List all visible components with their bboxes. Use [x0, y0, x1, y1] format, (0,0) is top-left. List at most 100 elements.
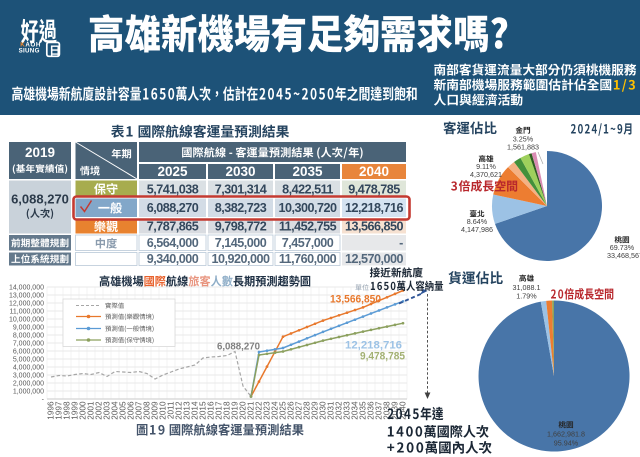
- svg-text:2032: 2032: [334, 401, 343, 420]
- svg-text:9.11%: 9.11%: [476, 162, 496, 171]
- svg-text:2035: 2035: [358, 401, 367, 420]
- svg-text:4,000,000: 4,000,000: [13, 364, 44, 371]
- svg-text:9,798,772: 9,798,772: [215, 220, 267, 234]
- svg-text:1,662,981.8: 1,662,981.8: [547, 430, 585, 439]
- svg-text:2006: 2006: [126, 401, 135, 420]
- svg-text:2031: 2031: [326, 401, 335, 420]
- svg-text:2019: 2019: [230, 401, 239, 420]
- svg-text:8,422,511: 8,422,511: [282, 182, 333, 196]
- svg-text:2019: 2019: [25, 145, 55, 160]
- svg-text:33,468,567: 33,468,567: [607, 251, 640, 260]
- svg-text:6,088,270: 6,088,270: [147, 201, 199, 215]
- svg-text:95.94%: 95.94%: [554, 439, 579, 448]
- svg-text:7,457,000: 7,457,000: [282, 236, 334, 250]
- svg-text:2,000,000: 2,000,000: [13, 380, 44, 387]
- svg-text:2039: 2039: [390, 401, 399, 420]
- svg-text:2036: 2036: [366, 401, 375, 420]
- svg-text:9,000,000: 9,000,000: [13, 324, 44, 331]
- svg-text:1,000,000: 1,000,000: [13, 388, 44, 395]
- svg-text:2014: 2014: [190, 401, 199, 420]
- svg-text:2028: 2028: [302, 401, 311, 420]
- svg-text:2026: 2026: [286, 401, 295, 420]
- svg-text:7,000,000: 7,000,000: [13, 340, 44, 347]
- svg-text:1996: 1996: [46, 401, 55, 420]
- svg-text:11,452,755: 11,452,755: [279, 220, 337, 234]
- svg-text:13,566,850: 13,566,850: [330, 294, 381, 306]
- svg-text:2021: 2021: [246, 401, 255, 420]
- svg-text:SIUNG: SIUNG: [19, 48, 40, 55]
- svg-text:6,088,270: 6,088,270: [11, 192, 69, 207]
- svg-text:2002: 2002: [94, 401, 103, 420]
- svg-text:9,478,785: 9,478,785: [360, 351, 405, 363]
- svg-text:2040: 2040: [398, 401, 407, 420]
- svg-text:2000: 2000: [78, 401, 87, 420]
- svg-text:7,301,314: 7,301,314: [215, 182, 267, 196]
- svg-text:6,564,000: 6,564,000: [147, 236, 199, 250]
- svg-text:13,566,850: 13,566,850: [345, 220, 404, 234]
- svg-text:2010: 2010: [158, 401, 167, 420]
- svg-text:2012: 2012: [174, 401, 183, 420]
- svg-text:12,218,716: 12,218,716: [345, 201, 404, 215]
- svg-text:10,300,720: 10,300,720: [278, 201, 337, 215]
- svg-text:2004: 2004: [110, 401, 119, 420]
- svg-text:-: -: [399, 236, 403, 250]
- svg-text:2030: 2030: [318, 401, 327, 420]
- svg-text:1997: 1997: [54, 401, 63, 420]
- svg-text:2025: 2025: [157, 164, 188, 179]
- svg-text:-: -: [42, 396, 45, 403]
- svg-text:2022: 2022: [254, 401, 263, 420]
- svg-text:2015: 2015: [198, 401, 207, 420]
- svg-text:8,382,723: 8,382,723: [215, 201, 267, 215]
- svg-text:2040: 2040: [359, 164, 389, 179]
- svg-text:4,147,986: 4,147,986: [461, 225, 493, 234]
- svg-text:13,000,000: 13,000,000: [9, 292, 44, 299]
- svg-text:10,000,000: 10,000,000: [9, 316, 44, 323]
- svg-text:2024: 2024: [270, 401, 279, 420]
- svg-text:4,370,621: 4,370,621: [470, 170, 502, 179]
- svg-text:2029: 2029: [310, 401, 319, 420]
- svg-text:2034: 2034: [350, 401, 359, 420]
- svg-text:3.25%: 3.25%: [513, 135, 534, 144]
- svg-text:2011: 2011: [166, 401, 175, 419]
- svg-text:8.64%: 8.64%: [467, 217, 488, 226]
- svg-text:2003: 2003: [102, 401, 111, 420]
- svg-text:3,000,000: 3,000,000: [13, 372, 44, 379]
- svg-text:5,000,000: 5,000,000: [13, 356, 44, 363]
- svg-text:12,000,000: 12,000,000: [9, 300, 44, 307]
- svg-text:2033: 2033: [342, 401, 351, 420]
- svg-text:31,088.1: 31,088.1: [513, 283, 541, 292]
- svg-text:6,088,270: 6,088,270: [217, 342, 260, 353]
- svg-text:7,787,865: 7,787,865: [147, 220, 199, 234]
- svg-text:2001: 2001: [86, 401, 95, 420]
- svg-text:9,478,785: 9,478,785: [348, 182, 400, 196]
- svg-text:11,760,000: 11,760,000: [279, 252, 337, 266]
- svg-text:2023: 2023: [262, 401, 271, 420]
- svg-text:2018: 2018: [222, 401, 231, 420]
- svg-text:2027: 2027: [294, 401, 303, 420]
- svg-text:2009: 2009: [150, 401, 159, 420]
- svg-text:2020: 2020: [238, 401, 247, 420]
- svg-text:2013: 2013: [182, 401, 191, 420]
- svg-text:2037: 2037: [374, 401, 383, 420]
- svg-text:2007: 2007: [134, 401, 143, 420]
- svg-text:2035: 2035: [292, 164, 323, 179]
- svg-text:8,000,000: 8,000,000: [13, 332, 44, 339]
- svg-text:10,920,000: 10,920,000: [211, 252, 270, 266]
- svg-text:5,741,038: 5,741,038: [147, 182, 199, 196]
- svg-text:2008: 2008: [142, 401, 151, 420]
- svg-text:12,218,716: 12,218,716: [345, 340, 402, 352]
- svg-text:2030: 2030: [225, 164, 255, 179]
- svg-text:2016: 2016: [206, 401, 215, 420]
- svg-text:69.73%: 69.73%: [610, 243, 635, 252]
- svg-text:2005: 2005: [118, 401, 127, 420]
- svg-text:1.79%: 1.79%: [516, 292, 537, 301]
- svg-text:2038: 2038: [382, 401, 391, 420]
- svg-text:1,561,883: 1,561,883: [507, 143, 539, 152]
- svg-text:11,000,000: 11,000,000: [9, 308, 44, 315]
- svg-text:2017: 2017: [214, 401, 223, 420]
- svg-text:6,000,000: 6,000,000: [13, 348, 44, 355]
- svg-text:9,340,000: 9,340,000: [147, 252, 199, 266]
- svg-text:2025: 2025: [278, 401, 287, 420]
- svg-text:1998: 1998: [62, 401, 71, 420]
- svg-text:14,000,000: 14,000,000: [9, 284, 44, 291]
